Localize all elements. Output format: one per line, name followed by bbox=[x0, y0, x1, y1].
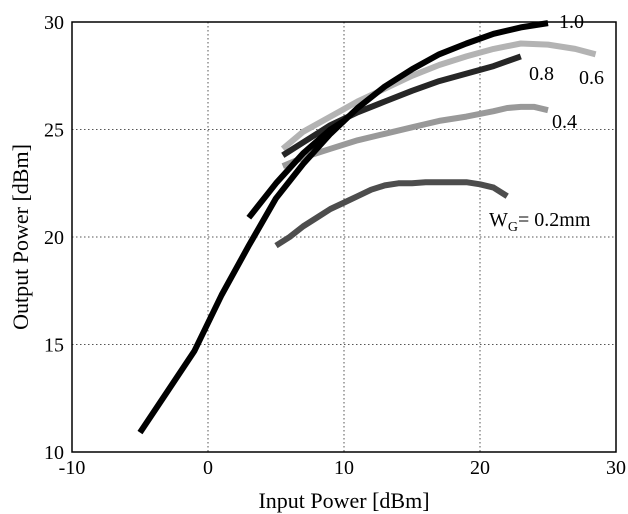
y-axis-label: Output Power [dBm] bbox=[8, 144, 33, 330]
y-tick-label: 25 bbox=[44, 120, 64, 142]
series-lines bbox=[137, 20, 597, 435]
series-line-0-8 bbox=[281, 53, 522, 158]
x-tick-label: 10 bbox=[334, 457, 354, 479]
plot-frame bbox=[71, 21, 617, 453]
series-line-0-2mm bbox=[274, 179, 509, 249]
series-label: WG= 0.2mm bbox=[489, 209, 591, 235]
grid-lines bbox=[72, 22, 616, 452]
tick-labels: -10 0 10 20 30 10 15 20 25 30 bbox=[44, 12, 626, 479]
series-label: 0.6 bbox=[579, 67, 604, 89]
series-label: 1.0 bbox=[559, 11, 584, 33]
x-tick-label: -10 bbox=[59, 457, 86, 479]
x-tick-label: 30 bbox=[606, 457, 626, 479]
y-tick-label: 15 bbox=[44, 335, 64, 357]
y-tick-label: 10 bbox=[44, 442, 64, 464]
series-line-0-4 bbox=[281, 103, 549, 169]
x-tick-label: 20 bbox=[470, 457, 490, 479]
series-labels: WG= 0.2mm 0.40.6 0.8 1.0 bbox=[489, 11, 604, 235]
x-tick-label: 0 bbox=[203, 457, 213, 479]
y-tick-label: 20 bbox=[44, 227, 64, 249]
series-label: 0.8 bbox=[529, 63, 554, 85]
y-tick-label: 30 bbox=[44, 12, 64, 34]
series-label: 0.4 bbox=[552, 111, 577, 133]
series-line-segment bbox=[246, 118, 346, 220]
series-line-0-6 bbox=[280, 40, 597, 152]
x-axis-label: Input Power [dBm] bbox=[258, 488, 429, 513]
